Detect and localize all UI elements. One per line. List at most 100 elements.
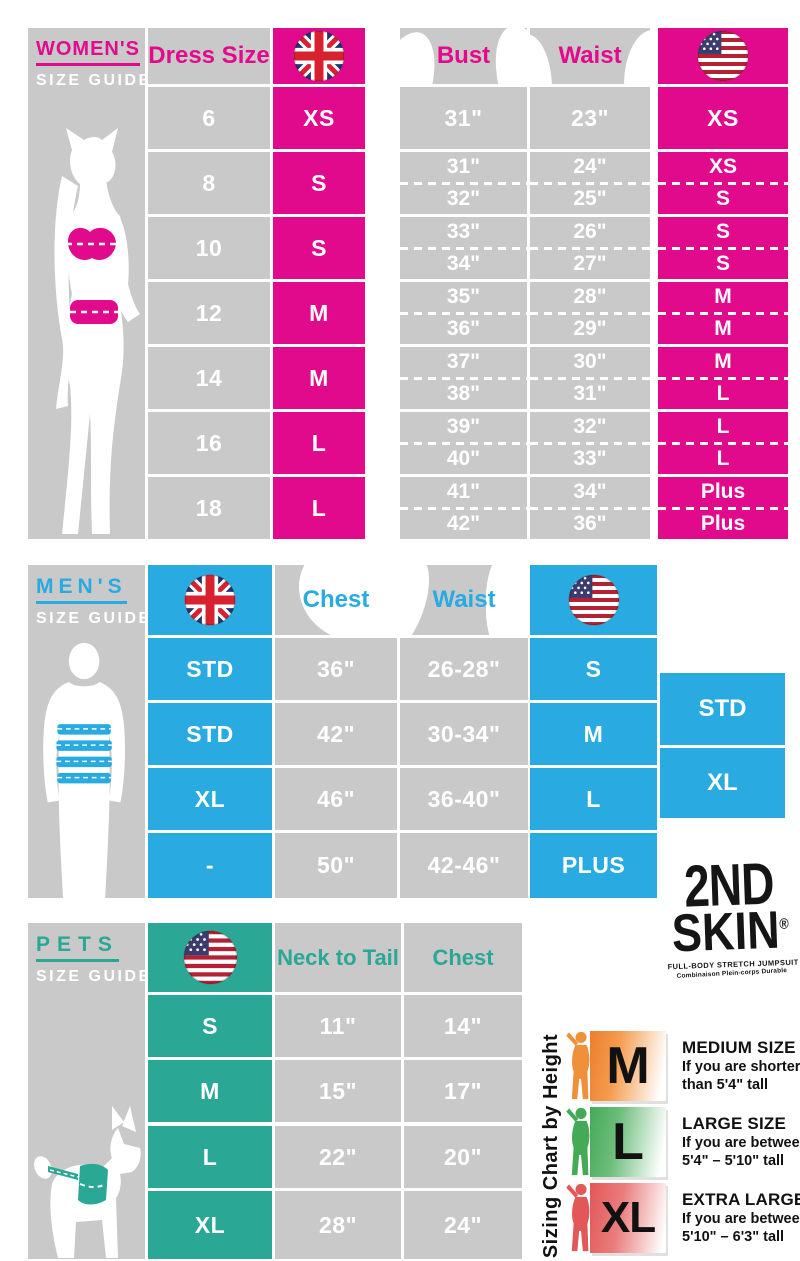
pets-size-guide-section: PETS SIZE GUIDE xyxy=(28,923,522,1259)
waist-value: 25" xyxy=(573,187,607,211)
bust-value: 40" xyxy=(446,447,481,471)
men-us-size-cell: S xyxy=(530,638,657,700)
dress-value: 6 xyxy=(202,104,216,131)
pets-chest-cell: 20" xyxy=(404,1126,522,1188)
men-chest-cell: 36" xyxy=(275,638,397,700)
women-uk-size-cell: M xyxy=(273,347,365,409)
chest-value: 20" xyxy=(444,1143,482,1170)
pets-neck-cell: 22" xyxy=(275,1126,401,1188)
bust-value: 33" xyxy=(446,219,481,243)
height-row-medium: M MEDIUM SIZE If you are shorter than 5'… xyxy=(560,1030,800,1102)
chest-header: Chest xyxy=(432,944,494,970)
women-waist-cell: 23" xyxy=(530,87,650,149)
us-size-value: L xyxy=(716,414,730,438)
womens-panel-head: WOMEN'S SIZE GUIDE xyxy=(28,28,145,90)
bust-value: 39" xyxy=(446,414,481,438)
pets-panel-head: PETS SIZE GUIDE xyxy=(28,923,145,986)
us-flag-icon xyxy=(182,930,238,985)
men-waist-cell: 30-34" xyxy=(400,703,528,765)
waist-value: 34" xyxy=(573,479,607,503)
men-chest-cell: 50" xyxy=(275,833,397,898)
us-size-value: S xyxy=(715,187,730,211)
men-us-size-cell: M xyxy=(530,703,657,765)
us-size-value: L xyxy=(716,382,730,406)
uk-size-value: XS xyxy=(303,104,335,131)
women-bust-cell: 33" 34" xyxy=(400,217,527,279)
man-silhouette-icon xyxy=(43,642,125,898)
pets-size-cell: M xyxy=(148,1060,272,1122)
waist-value: 33" xyxy=(573,447,607,471)
chest-value: 24" xyxy=(444,1211,482,1238)
height-desc-large: LARGE SIZE If you are betwee 5'4" – 5'10… xyxy=(682,1114,800,1170)
women-bust-cell: 37" 38" xyxy=(400,347,527,409)
women-dress-cell: 10 xyxy=(148,217,270,279)
men-uk-size-cell: - xyxy=(148,833,272,898)
pets-neck-cell: 15" xyxy=(275,1060,401,1122)
dashed-divider xyxy=(400,246,527,250)
waist-value: 30-34" xyxy=(427,720,501,747)
bust-value: 35" xyxy=(446,284,481,308)
size-name: EXTRA LARGE xyxy=(682,1189,800,1209)
dashed-divider xyxy=(658,506,788,510)
height-size-box-xl: XL xyxy=(590,1183,666,1253)
mens-panel-head: MEN'S SIZE GUIDE xyxy=(28,565,145,628)
women-waist-cell: 28" 29" xyxy=(530,282,650,344)
uk-size-value: S xyxy=(311,234,327,261)
chest-value: 50" xyxy=(317,852,355,878)
dashed-divider xyxy=(530,441,650,445)
neck-to-tail-value: 28" xyxy=(319,1211,357,1238)
women-dress-cell: 18 xyxy=(148,477,270,539)
men-uk-size-cell: STD xyxy=(148,638,272,700)
mens-title: MEN'S xyxy=(36,575,127,604)
women-uk-size-cell: XS xyxy=(273,87,365,149)
size-desc-line: 5'10" – 6'3" tall xyxy=(682,1229,785,1245)
uk-size-value: XL xyxy=(194,785,226,812)
us-size-value: M xyxy=(714,349,732,373)
pets-panel: PETS SIZE GUIDE xyxy=(28,923,145,1259)
men-waist-header-cell: Waist xyxy=(400,565,528,635)
size-desc-line: 5'4" – 5'10" tall xyxy=(682,1153,785,1169)
men-side-std-box: STD xyxy=(660,673,785,745)
pets-neck-cell: 11" xyxy=(275,995,401,1057)
pets-size-cell: XL xyxy=(148,1191,272,1259)
pets-size-cell: L xyxy=(148,1126,272,1188)
woman-silhouette-icon xyxy=(54,128,140,534)
men-us-size-cell: L xyxy=(530,768,657,830)
women-uk-size-cell: S xyxy=(273,152,365,214)
womens-size-guide-section: WOMEN'S SIZE GUIDE Dress Size xyxy=(28,28,788,539)
us-size-value: Plus xyxy=(700,479,746,503)
waist-value: 24" xyxy=(573,154,607,178)
women-us-size-cell: Plus Plus xyxy=(658,477,788,539)
dashed-divider xyxy=(400,311,527,315)
bust-value: 41" xyxy=(446,479,481,503)
neck-to-tail-value: 11" xyxy=(319,1012,357,1039)
women-waist-cell: 26" 27" xyxy=(530,217,650,279)
waist-value: 27" xyxy=(573,252,607,276)
women-uk-size-cell: S xyxy=(273,217,365,279)
dashed-divider xyxy=(400,376,527,380)
waist-value: 36" xyxy=(573,512,607,536)
size-code: M xyxy=(606,1037,650,1095)
logo-skin-text: SKIN xyxy=(670,899,781,963)
us-size-value: S xyxy=(715,219,730,243)
men-uk-size-cell: XL xyxy=(148,768,272,830)
men-side-column: STD XL xyxy=(660,565,785,898)
dashed-divider xyxy=(658,441,788,445)
us-size-value: XS xyxy=(708,154,737,178)
women-uk-size-cell: L xyxy=(273,412,365,474)
pets-title: PETS xyxy=(36,933,119,962)
waist-value: 23" xyxy=(571,104,609,131)
size-desc-line: If you are shorter xyxy=(682,1058,800,1075)
pets-subtitle: SIZE GUIDE xyxy=(36,968,145,985)
womens-subtitle: SIZE GUIDE xyxy=(36,72,145,89)
us-size-value: Plus xyxy=(700,512,746,536)
pets-neck-header-cell: Neck to Tail xyxy=(275,923,401,992)
dress-value: 14 xyxy=(195,364,223,391)
waist-value: 26" xyxy=(573,219,607,243)
dashed-divider xyxy=(530,246,650,250)
uk-size-value: M xyxy=(309,364,329,391)
women-uk-flag-cell xyxy=(273,28,365,84)
waist-value: 29" xyxy=(573,317,607,341)
bust-value: 32" xyxy=(446,187,481,211)
